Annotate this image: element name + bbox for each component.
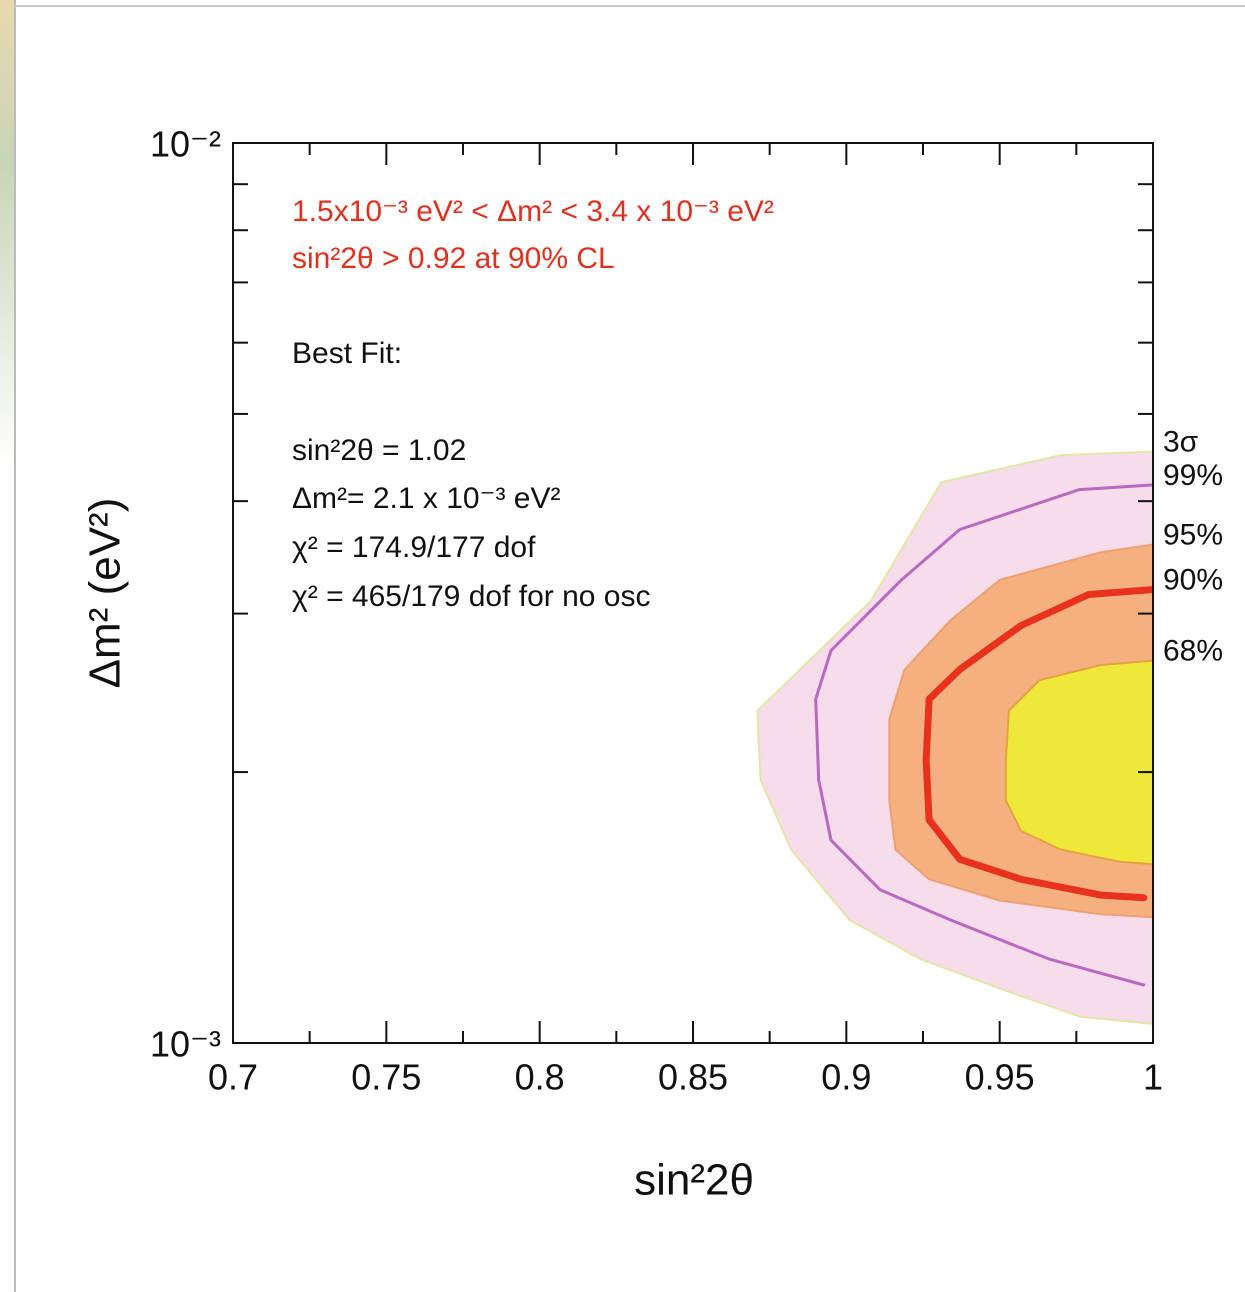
x-tick-label: 0.7 bbox=[208, 1057, 258, 1098]
x-axis-label: sin²2θ bbox=[634, 1156, 754, 1205]
best-fit-text: χ² = 174.9/177 dof bbox=[292, 531, 536, 564]
contour-label: 99% bbox=[1163, 459, 1223, 492]
confidence-region bbox=[1004, 659, 1153, 866]
contour-layer bbox=[756, 450, 1153, 1025]
contour-label: 90% bbox=[1163, 564, 1223, 597]
y-axis-label: Δm² (eV²) bbox=[81, 498, 130, 689]
best-fit-text: Δm²= 2.1 x 10⁻³ eV² bbox=[292, 482, 560, 515]
x-tick-label: 0.9 bbox=[821, 1057, 871, 1098]
best-fit-text: Best Fit: bbox=[292, 337, 402, 370]
confidence-contour bbox=[922, 586, 1153, 902]
best-fit-text: sin²2θ = 1.02 bbox=[292, 434, 466, 467]
x-tick-label: 0.85 bbox=[658, 1057, 728, 1098]
background-strip bbox=[0, 0, 15, 470]
confidence-contour bbox=[814, 483, 1153, 987]
y-tick-label: 10⁻³ bbox=[150, 1024, 221, 1065]
contour-label: 3σ bbox=[1163, 426, 1199, 459]
x-tick-label: 1 bbox=[1143, 1057, 1163, 1098]
x-tick-label: 0.75 bbox=[351, 1057, 421, 1098]
best-fit-text: χ² = 465/179 dof for no osc bbox=[292, 580, 650, 613]
contour-label: 68% bbox=[1163, 635, 1223, 668]
y-tick-label: 10⁻² bbox=[150, 124, 221, 165]
contour-label: 95% bbox=[1163, 518, 1223, 551]
x-tick-label: 0.8 bbox=[515, 1057, 565, 1098]
constraint-text: 1.5x10⁻³ eV² < Δm² < 3.4 x 10⁻³ eV² bbox=[292, 195, 774, 228]
constraint-text: sin²2θ > 0.92 at 90% CL bbox=[292, 242, 615, 275]
x-tick-label: 0.95 bbox=[965, 1057, 1035, 1098]
